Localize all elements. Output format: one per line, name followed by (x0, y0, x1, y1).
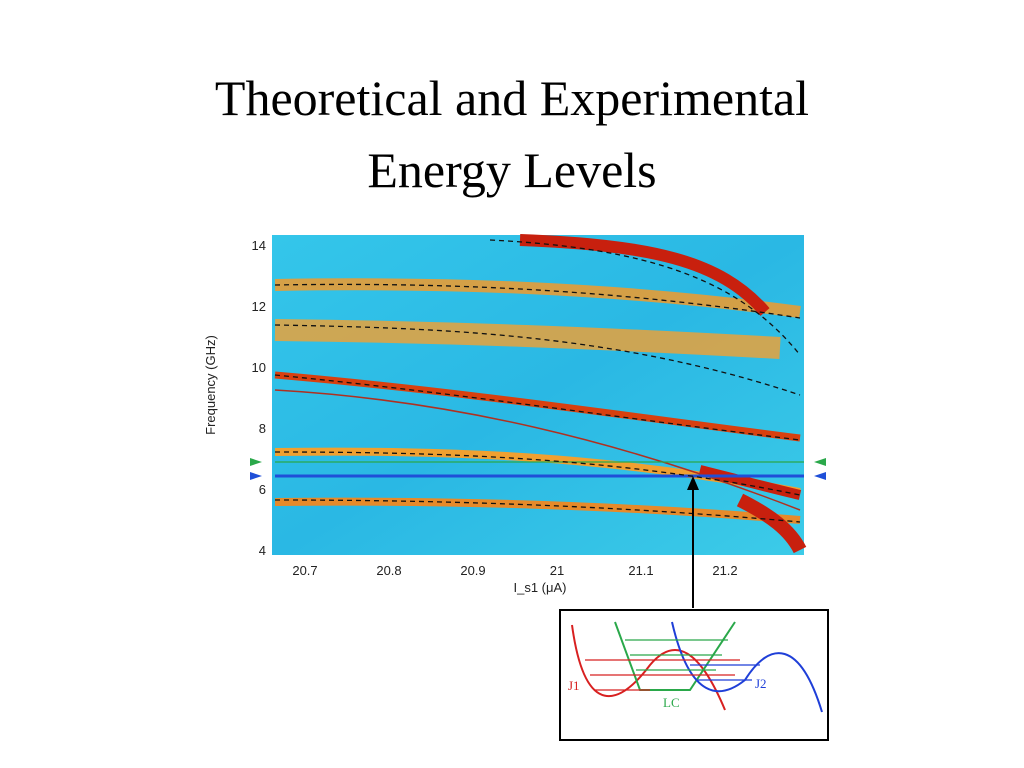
x-tick-label: 21 (550, 563, 564, 578)
y-tick-label: 4 (259, 543, 266, 558)
x-axis-label: I_s1 (μA) (513, 580, 566, 595)
y-tick-label: 10 (252, 360, 266, 375)
x-tick-label: 21.1 (628, 563, 653, 578)
x-tick-label: 21.2 (712, 563, 737, 578)
y-tick-label: 6 (259, 482, 266, 497)
inset-label: J2 (755, 676, 767, 691)
inset: J1 LC J2 (559, 609, 829, 741)
title-line: Theoretical and Experimental (214, 70, 810, 126)
x-tick-label: 20.8 (376, 563, 401, 578)
inset-label: J1 (568, 678, 580, 693)
y-tick-label: 8 (259, 421, 266, 436)
inset-label: LC (663, 695, 680, 710)
y-tick-label: 12 (252, 299, 266, 314)
title-line: Energy Levels (367, 142, 657, 198)
y-tick-label: 14 (252, 238, 266, 253)
y-axis-label: Frequency (GHz) (203, 335, 218, 435)
spectrum-bands (274, 234, 807, 554)
x-tick-label: 20.9 (460, 563, 485, 578)
x-tick-label: 20.7 (292, 563, 317, 578)
arrow-head (687, 476, 699, 490)
side-markers (250, 458, 826, 480)
slide-title: Theoretical and Experimental Energy Leve… (0, 62, 1024, 206)
